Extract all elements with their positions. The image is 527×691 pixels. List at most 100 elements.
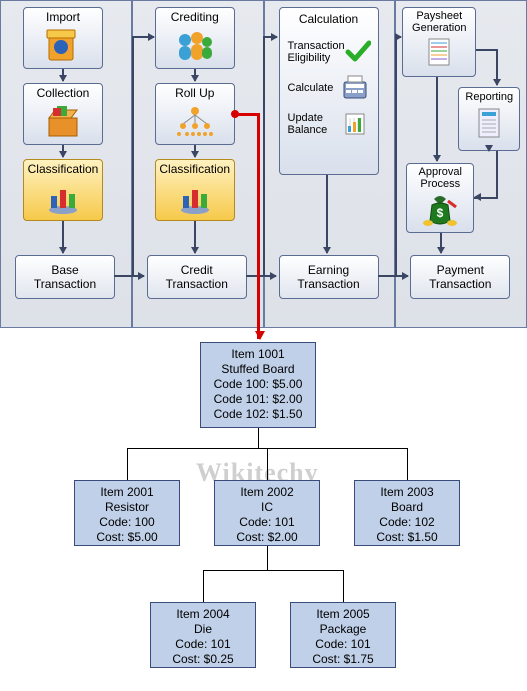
item-name: Board xyxy=(357,500,457,515)
item-line: Code 102: $1.50 xyxy=(203,407,313,422)
node-paysheet: PaysheetGeneration xyxy=(402,7,476,77)
calc-eligibility-label: TransactionEligibility xyxy=(288,40,345,64)
arrow xyxy=(496,49,498,85)
balance-icon xyxy=(342,110,370,138)
node-rollup: Roll Up xyxy=(155,83,235,145)
arrow xyxy=(263,36,277,38)
tree-line xyxy=(258,428,259,448)
tree-line xyxy=(343,570,344,602)
node-label: Roll Up xyxy=(156,86,234,100)
arrow xyxy=(246,275,276,277)
item-name: IC xyxy=(217,500,317,515)
calc-update-balance-label: UpdateBalance xyxy=(288,112,342,136)
red-connector xyxy=(235,113,259,116)
arrow xyxy=(62,69,64,81)
item-code: Code: 101 xyxy=(293,637,393,652)
arrow xyxy=(194,221,196,253)
red-connector-arrow xyxy=(257,113,260,339)
node-payment-transaction: PaymentTransaction xyxy=(410,255,510,299)
arrow xyxy=(62,145,64,157)
node-import: Import xyxy=(23,7,103,69)
item-cost: Cost: $0.25 xyxy=(153,652,253,667)
item-code: Code: 102 xyxy=(357,515,457,530)
arrow xyxy=(114,275,144,277)
tree-node: Item 2003 Board Code: 102 Cost: $1.50 xyxy=(354,480,460,546)
approval-icon: $ xyxy=(422,192,458,228)
node-classification-2: Classification xyxy=(155,159,235,221)
reporting-icon xyxy=(475,106,503,140)
arrow xyxy=(378,275,408,277)
node-base-transaction: BaseTransaction xyxy=(15,255,115,299)
item-cost: Cost: $5.00 xyxy=(77,530,177,545)
connector xyxy=(395,36,397,276)
arrow xyxy=(62,221,64,253)
connector xyxy=(263,36,265,276)
collection-icon xyxy=(43,102,83,142)
node-label: PaymentTransaction xyxy=(429,263,491,291)
node-crediting: Crediting xyxy=(155,7,235,69)
node-label: PaysheetGeneration xyxy=(403,10,475,34)
item-id: Item 2001 xyxy=(77,485,177,500)
arrow xyxy=(132,36,154,38)
item-code: Code: 100 xyxy=(77,515,177,530)
tree-node-root: Item 1001 Stuffed Board Code 100: $5.00 … xyxy=(200,342,316,428)
item-cost: Cost: $1.50 xyxy=(357,530,457,545)
tree-line xyxy=(203,570,204,602)
node-classification-1: Classification xyxy=(23,159,103,221)
item-id: Item 2005 xyxy=(293,607,393,622)
calculator-icon xyxy=(342,74,370,102)
item-name: Stuffed Board xyxy=(203,362,313,377)
arrow xyxy=(440,233,442,253)
item-cost: Cost: $1.75 xyxy=(293,652,393,667)
item-code: Code: 101 xyxy=(217,515,317,530)
node-label: ApprovalProcess xyxy=(407,166,473,190)
arrow xyxy=(194,145,196,157)
tree-line xyxy=(267,448,268,480)
item-name: Die xyxy=(153,622,253,637)
classification-icon xyxy=(175,178,215,218)
lane-earning: Calculation TransactionEligibility Calcu… xyxy=(264,0,396,328)
lane-base: Import Collection Classification xyxy=(0,0,132,328)
arrow xyxy=(436,77,438,161)
node-label: Classification xyxy=(156,162,234,176)
tree-node: Item 2004 Die Code: 101 Cost: $0.25 xyxy=(150,602,256,668)
node-calculation: Calculation TransactionEligibility Calcu… xyxy=(279,7,379,175)
node-label: Import xyxy=(24,10,102,24)
item-line: Code 101: $2.00 xyxy=(203,392,313,407)
item-code: Code: 101 xyxy=(153,637,253,652)
arrow xyxy=(326,175,328,253)
crediting-icon xyxy=(175,26,215,66)
node-label: EarningTransaction xyxy=(297,263,359,291)
connector xyxy=(496,151,498,197)
import-icon xyxy=(43,26,83,66)
item-id: Item 2004 xyxy=(153,607,253,622)
arrow xyxy=(194,69,196,81)
node-reporting: Reporting xyxy=(458,87,520,151)
lane-credit: Crediting Roll Up Classification xyxy=(132,0,264,328)
node-label: Collection xyxy=(24,86,102,100)
node-collection: Collection xyxy=(23,83,103,145)
node-label: CreditTransaction xyxy=(166,263,228,291)
node-label: Reporting xyxy=(459,90,519,104)
diagram-canvas: Import Collection Classification xyxy=(0,0,527,691)
arrowhead-left xyxy=(474,193,481,201)
node-earning-transaction: EarningTransaction xyxy=(279,255,379,299)
connector xyxy=(132,36,134,276)
paysheet-icon xyxy=(423,36,455,68)
node-approval: ApprovalProcess $ xyxy=(406,163,474,233)
calculation-body: TransactionEligibility Calculate UpdateB… xyxy=(284,26,374,150)
node-label: Classification xyxy=(24,162,102,176)
tree-line xyxy=(267,546,268,570)
rollup-icon xyxy=(175,102,215,142)
item-id: Item 2002 xyxy=(217,485,317,500)
node-credit-transaction: CreditTransaction xyxy=(147,255,247,299)
tree-node: Item 2002 IC Code: 101 Cost: $2.00 xyxy=(214,480,320,546)
tree-line xyxy=(127,448,128,480)
node-label: Crediting xyxy=(156,10,234,24)
item-id: Item 2003 xyxy=(357,485,457,500)
tree-node: Item 2001 Resistor Code: 100 Cost: $5.00 xyxy=(74,480,180,546)
connector xyxy=(476,49,496,51)
check-icon xyxy=(345,38,371,66)
tree-node: Item 2005 Package Code: 101 Cost: $1.75 xyxy=(290,602,396,668)
node-label: Calculation xyxy=(284,12,374,26)
